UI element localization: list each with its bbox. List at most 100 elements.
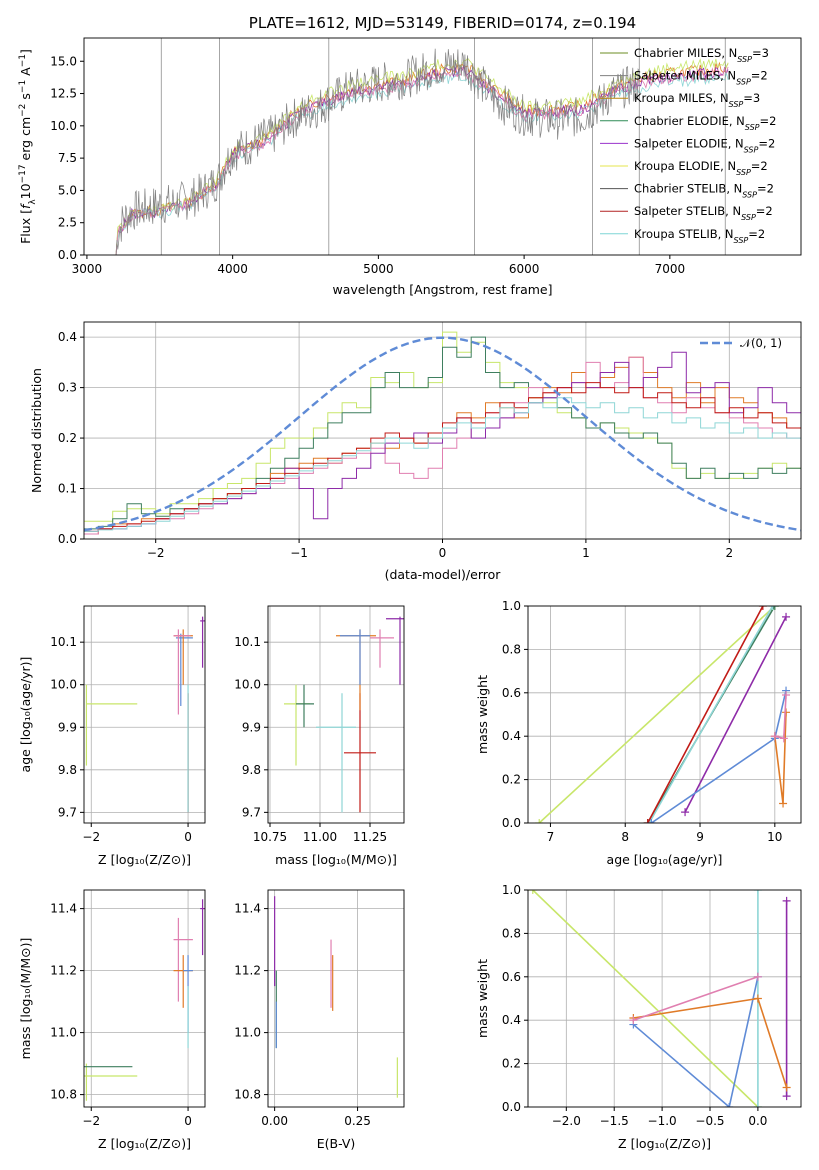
legend-value: =2 — [751, 159, 768, 173]
x-tick-label: 4000 — [217, 262, 248, 276]
legend-text: Chabrier ELODIE, N — [634, 114, 745, 128]
axes-frame — [527, 605, 802, 824]
series-line — [648, 606, 774, 823]
x-tick-label: 10.75 — [253, 830, 287, 844]
axes-frame — [83, 605, 206, 824]
series-marker — [753, 972, 762, 981]
y-axis-label-part: λ — [28, 199, 38, 205]
legend-text: Kroupa STELIB, N — [634, 227, 734, 241]
legend-sub: SSP — [741, 213, 756, 222]
legend-label: Chabrier STELIB, NSSP=2 — [634, 182, 774, 200]
x-tick-label: 8 — [621, 830, 629, 844]
legend-value: =2 — [748, 227, 765, 241]
y-axis-label-part: −1 — [18, 80, 28, 93]
series-line — [538, 606, 776, 823]
y-axis-label: Normed distribution — [29, 368, 44, 493]
x-tick-label: 10 — [767, 830, 782, 844]
axes-frame — [267, 605, 405, 824]
legend-text: Chabrier STELIB, N — [634, 182, 742, 196]
legend-value: =3 — [743, 91, 760, 105]
legend-sub: SSP — [742, 190, 757, 199]
legend-text: Salpeter ELODIE, N — [634, 136, 744, 150]
legend-sub: SSP — [745, 122, 760, 131]
y-tick-label: 9.7 — [58, 805, 77, 819]
series-marker — [725, 1103, 734, 1107]
y-tick-label: 11.4 — [234, 902, 261, 916]
series-line — [650, 690, 787, 823]
y-tick-label: 10.8 — [234, 1088, 261, 1102]
legend-sub: SSP — [736, 168, 751, 177]
y-tick-label: 10.0 — [234, 678, 261, 692]
series-line — [684, 616, 787, 813]
axes-age_vs_Z: −2 0 9.7 9.8 9.9 10.0 10.1 Z [log₁₀(Z/Z⊙)] age [… — [18, 605, 206, 867]
series-line — [646, 606, 764, 823]
series-marker — [647, 819, 656, 823]
series-marker — [770, 732, 779, 741]
legend-label: 𝒩(0, 1) — [740, 336, 782, 350]
y-tick-label: 0.0 — [502, 1100, 521, 1114]
x-tick-label: 5000 — [363, 262, 394, 276]
legend-value: =2 — [758, 136, 775, 150]
y-tick-label: 9.8 — [242, 763, 261, 777]
series-line — [633, 976, 759, 1021]
series-marker — [753, 994, 762, 1003]
x-tick-label: 3000 — [72, 262, 103, 276]
y-tick-label: 2.5 — [58, 216, 77, 230]
error-bars — [84, 899, 205, 1101]
axes-mass_vs_EBV: 0.00 0.25 10.8 11.0 11.2 11.4 E(B-V) — [234, 889, 405, 1151]
histogram-step — [84, 331, 801, 522]
y-axis-label-part: −1 — [18, 54, 28, 67]
x-tick-label: 11.25 — [353, 830, 387, 844]
x-tick-label: 0 — [184, 830, 192, 844]
x-tick-label: 11.00 — [303, 830, 337, 844]
series-line — [532, 890, 759, 1107]
y-tick-label: 1.0 — [502, 883, 521, 897]
x-axis-label: Z [log₁₀(Z/Z⊙)] — [618, 1136, 711, 1151]
series-marker — [782, 1092, 791, 1101]
axes-frame — [267, 889, 405, 1108]
y-tick-label: 5.0 — [58, 183, 77, 197]
y-axis-label: age [log₁₀(age/yr)] — [18, 657, 33, 773]
y-tick-label: 0.2 — [502, 1057, 521, 1071]
y-tick-label: 7.5 — [58, 151, 77, 165]
y-tick-label: 0.0 — [58, 532, 77, 546]
series-marker — [753, 890, 762, 894]
legend-text: Kroupa MILES, N — [634, 91, 729, 105]
x-tick-label: −0.5 — [695, 1114, 724, 1128]
x-axis-label: wavelength [Angstrom, rest frame] — [332, 282, 552, 297]
histograms — [84, 331, 801, 535]
x-axis-label: age [log₁₀(age/yr)] — [607, 852, 723, 867]
y-tick-label: 15.0 — [50, 54, 77, 68]
axes-mass_vs_Z: −2 0 10.8 11.0 11.2 11.4 Z [log₁₀(Z/Z⊙)] mass [… — [18, 889, 206, 1151]
x-tick-label: 7 — [547, 830, 555, 844]
y-tick-label: 0.3 — [58, 381, 77, 395]
normal-curve — [84, 336, 801, 532]
x-tick-label: −2 — [82, 1114, 100, 1128]
legend-value: =2 — [757, 182, 774, 196]
series-marker — [758, 606, 767, 610]
series-marker — [782, 1083, 791, 1092]
y-tick-label: 0.6 — [502, 686, 521, 700]
y-axis-label-part: f — [18, 203, 33, 209]
legend-label: Chabrier MILES, NSSP=3 — [634, 46, 769, 64]
x-tick-label: 9 — [696, 830, 704, 844]
series-marker — [782, 612, 791, 621]
axes-frame — [83, 889, 206, 1108]
legend-sub: SSP — [734, 235, 749, 244]
observed-spectrum-line — [115, 48, 640, 255]
y-tick-label: 10.1 — [234, 635, 261, 649]
y-axis-label-part: ] — [18, 49, 33, 54]
error-bars — [274, 896, 398, 1098]
y-tick-label: 0.4 — [502, 729, 521, 743]
y-tick-label: 10.0 — [50, 678, 77, 692]
y-axis-label: mass weight — [475, 959, 490, 1038]
error-bars — [284, 616, 404, 813]
x-tick-label: −2 — [82, 830, 100, 844]
axes-frame — [527, 889, 802, 1108]
x-tick-label: −2.0 — [552, 1114, 581, 1128]
series-lines — [535, 606, 791, 823]
y-tick-label: 10.0 — [50, 119, 77, 133]
x-tick-label: 0.0 — [748, 1114, 767, 1128]
x-axis-label: Z [log₁₀(Z/Z⊙)] — [98, 1136, 191, 1151]
